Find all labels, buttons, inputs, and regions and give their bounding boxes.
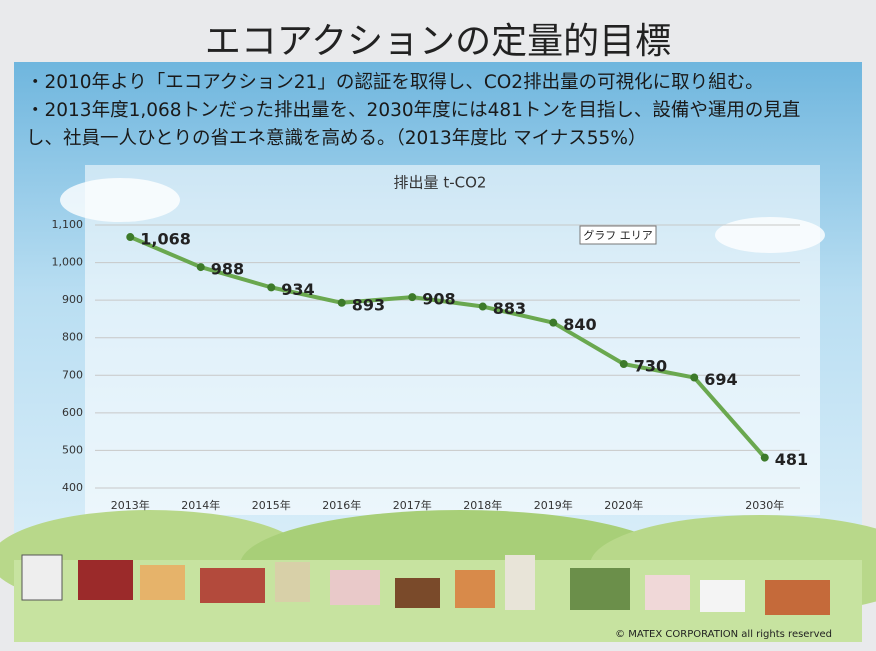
x-tick-label: 2013年 <box>111 498 150 512</box>
x-tick-label: 2030年 <box>745 498 784 512</box>
tooltip-box <box>579 225 657 245</box>
value-label: 988 <box>211 260 244 279</box>
point <box>690 373 699 382</box>
bullet: ・2010年より「エコアクション21」の認証を取得し、CO2排出量の可視化に取り… <box>26 72 764 93</box>
point <box>619 360 628 369</box>
point <box>126 233 135 242</box>
value-label: 893 <box>352 295 385 314</box>
tooltip: グラフ エリア <box>583 228 653 242</box>
copyright: © MATEX CORPORATION all rights reserved <box>615 629 832 640</box>
point <box>760 453 769 462</box>
value-label: 694 <box>704 370 737 389</box>
value-label: 883 <box>493 299 526 318</box>
x-tick-label: 2015年 <box>252 498 291 512</box>
value-label: 730 <box>634 357 667 376</box>
value-label: 934 <box>281 280 314 299</box>
point <box>478 302 487 311</box>
point <box>337 298 346 307</box>
heading: エコアクションの定量的目標 <box>204 21 672 62</box>
y-tick-label: 800 <box>62 331 83 344</box>
value-label: 908 <box>422 290 455 309</box>
y-tick-label: 900 <box>62 293 83 306</box>
x-tick-label: 2017年 <box>393 498 432 512</box>
y-tick-label: 400 <box>62 481 83 494</box>
point <box>408 293 417 302</box>
x-tick-label: 2016年 <box>322 498 361 512</box>
x-tick-label: 2018年 <box>463 498 502 512</box>
line <box>129 235 767 459</box>
point <box>549 318 558 327</box>
value-label: 840 <box>563 315 596 334</box>
x-tick-label: 2019年 <box>534 498 573 512</box>
bullet: ・2013年度1,068トンだった排出量を、2030年度には481トンを目指し、… <box>26 100 801 149</box>
chart-area <box>85 165 820 515</box>
value-label: 481 <box>775 450 808 469</box>
y-tick-label: 500 <box>62 443 83 456</box>
point <box>267 283 276 292</box>
y-tick-label: 1,100 <box>52 218 84 231</box>
chart-title: 排出量 t-CO2 <box>394 174 487 192</box>
y-tick-label: 600 <box>62 406 83 419</box>
y-tick-label: 1,000 <box>52 256 84 269</box>
houses <box>21 554 830 615</box>
point <box>196 263 205 272</box>
x-tick-label: 2020年 <box>604 498 643 512</box>
y-tick-label: 700 <box>62 368 83 381</box>
x-tick-label: 2014年 <box>181 498 220 512</box>
value-label: 1,068 <box>140 230 191 249</box>
